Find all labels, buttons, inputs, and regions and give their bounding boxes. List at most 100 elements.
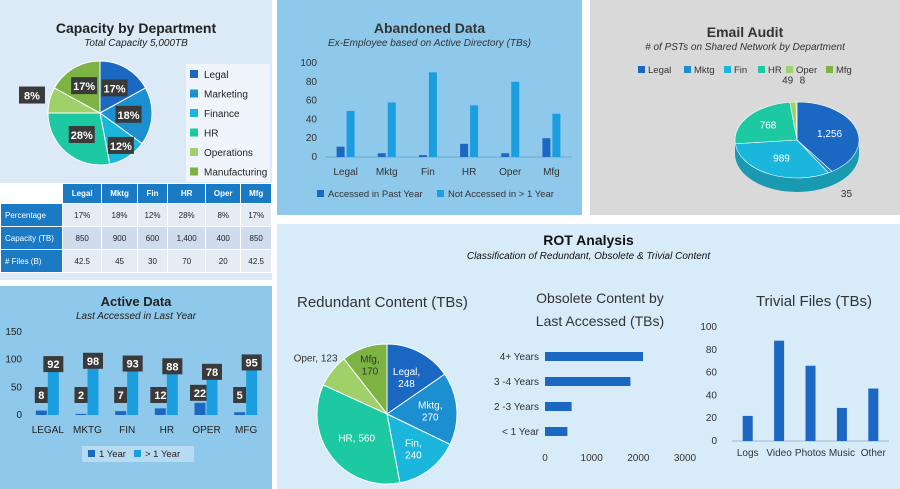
data-label: 78 (206, 367, 218, 379)
bar-one-year (75, 413, 87, 415)
table-row: # Files (B) 42.5 45 30 70 20 42.5 (0, 249, 272, 273)
table-cell: 70 (167, 249, 207, 273)
legend-label: Not Accessed in > 1 Year (448, 189, 554, 200)
data-label-box (115, 105, 142, 123)
y-tick-label: 40 (306, 114, 318, 125)
x-tick-label: Video (766, 448, 792, 459)
bar-trivial (774, 340, 785, 441)
capacity-panel: Capacity by Department Total Capacity 5,… (0, 0, 272, 280)
table-cell: 30 (136, 249, 169, 273)
x-tick-label: 1000 (581, 453, 604, 464)
abandoned-bar-chart: 0 20 40 60 80 100 Legal Mktg Fin HR Oper Mfg Accesse… (300, 58, 572, 200)
table-row: Capacity (TB) 850 900 600 1,400 400 850 (0, 226, 272, 250)
legend-swatch (826, 66, 833, 73)
obsolete-title-line1: Obsolete Content by (536, 290, 664, 306)
table-cell: 17% (240, 203, 272, 227)
x-tick-label: Logs (737, 448, 759, 459)
legend-swatch (190, 89, 198, 98)
x-tick-label: MKTG (73, 425, 102, 436)
legend-swatch (190, 70, 198, 78)
data-label: 170 (362, 366, 379, 377)
col-header: Oper (205, 183, 242, 204)
table-cell: 42.5 (240, 249, 272, 273)
data-label: HR, 560 (338, 434, 375, 445)
data-label: 2 (78, 390, 84, 402)
email-pie-chart: Legal Mktg Fin HR Oper Mfg 1,256 35 989 768 49 8 (638, 65, 860, 200)
row-header: # Files (B) (0, 249, 63, 273)
data-label-box (190, 384, 210, 401)
pie-slice-fin (386, 413, 451, 484)
y-tick-label: 100 (300, 58, 317, 69)
abandoned-panel: Abandoned Data Ex-Employee based on Acti… (277, 0, 582, 215)
bar-over-one-year (166, 366, 178, 415)
data-label: 18% (118, 110, 140, 122)
data-label: Oper, 123 (294, 354, 338, 365)
bar-trivial (742, 415, 753, 441)
data-label: 28% (71, 130, 93, 142)
x-tick-label: OPER (192, 425, 220, 436)
rot-title: ROT Analysis (543, 232, 634, 248)
table-cell: 400 (205, 226, 242, 250)
table-cell: 900 (101, 226, 138, 250)
row-header: Capacity (TB) (0, 226, 63, 250)
table-cell: 8% (205, 203, 242, 227)
email-panel: Email Audit # of PSTs on Shared Network … (590, 0, 900, 215)
data-label: 12 (154, 390, 166, 402)
x-tick-label: 3000 (674, 453, 697, 464)
data-label: 88 (166, 361, 178, 373)
redundant-title: Redundant Content (TBs) (297, 294, 468, 311)
y-tick-label: 100 (5, 355, 22, 366)
y-tick-label: 2 -3 Years (494, 402, 539, 413)
x-tick-label: Other (861, 448, 887, 459)
pie-slice-hr (316, 384, 401, 485)
data-label: 22 (194, 388, 206, 400)
bar-accessed (418, 155, 427, 157)
legend-swatch (190, 148, 198, 156)
legend-swatch (190, 128, 198, 137)
bar-one-year (234, 412, 246, 415)
data-label: 768 (760, 121, 777, 132)
data-label-box (83, 352, 103, 369)
data-label: Legal, (393, 367, 420, 378)
data-label-box (101, 79, 128, 97)
hbar (545, 402, 572, 411)
email-title: Email Audit (706, 24, 784, 40)
table-cell: 850 (240, 226, 272, 250)
bar-not-accessed (428, 72, 437, 157)
data-label: 98 (87, 356, 99, 368)
table-cell: 45 (101, 249, 138, 273)
bar-accessed (501, 153, 510, 157)
legend-swatch (758, 66, 765, 73)
x-tick-label: Mktg (376, 167, 398, 178)
data-label-box (241, 354, 262, 371)
x-tick-label: FIN (119, 425, 135, 436)
data-label-box (74, 387, 88, 403)
data-label-box (233, 387, 247, 403)
data-label: 17% (104, 83, 126, 95)
legend-label: Mfg (836, 65, 852, 76)
legend-label: Legal (648, 65, 671, 76)
capacity-subtitle: Total Capacity 5,000TB (84, 38, 188, 49)
data-label: 12% (110, 141, 132, 153)
legend-swatch (317, 190, 324, 197)
bar-one-year (115, 411, 127, 415)
legend-label: Accessed in Past Year (328, 189, 423, 200)
table-cell: 18% (101, 203, 138, 227)
bar-trivial (836, 407, 847, 441)
data-label-box (150, 387, 171, 403)
trivial-title: Trivial Files (TBs) (755, 293, 873, 310)
data-label-box (162, 358, 183, 375)
table-cell: 42.5 (61, 249, 103, 273)
data-label: 49 (782, 76, 794, 87)
data-label: 240 (405, 450, 422, 461)
y-tick-label: 80 (306, 77, 318, 88)
x-tick-label: 0 (542, 453, 548, 464)
bar-trivial (805, 365, 816, 441)
bar-one-year (194, 402, 206, 415)
pie-slice-mfg (343, 343, 388, 416)
y-tick-label: 60 (706, 368, 718, 379)
x-tick-label: Legal (333, 167, 357, 178)
legend-label: HR (204, 129, 218, 140)
bar-not-accessed (552, 113, 561, 157)
bar-trivial (868, 388, 879, 441)
